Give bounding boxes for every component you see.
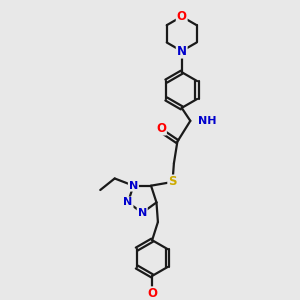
Text: N: N [138,208,147,218]
Text: N: N [177,45,187,58]
Text: O: O [147,287,157,300]
Text: N: N [123,197,133,207]
Text: O: O [156,122,166,135]
Text: N: N [129,181,138,191]
Text: NH: NH [198,116,217,126]
Text: S: S [168,176,177,188]
Text: O: O [177,10,187,23]
